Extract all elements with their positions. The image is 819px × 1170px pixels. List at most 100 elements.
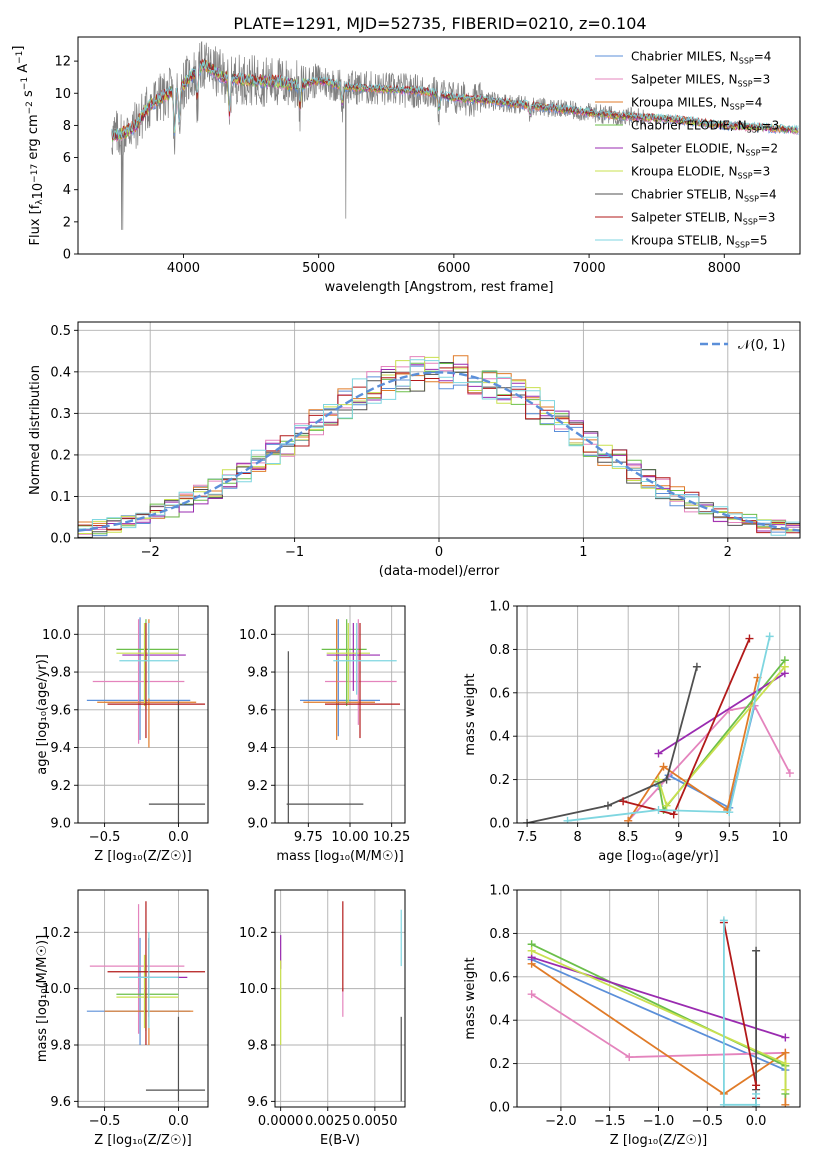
weight-marker-chabrier-stelib [523, 819, 532, 823]
x-tick-label: 0.0050 [352, 1114, 398, 1129]
x-tick-label: 10.00 [331, 830, 368, 845]
y-axis-label: Normed distribution [28, 365, 43, 495]
y-tick-label: 9.8 [50, 666, 71, 681]
panel-weight-vs-Z: −2.0 −1.5 −1.0 −0.5 0.0 0.0 0.2 0.4 0.6 0.8 1.0 Z [… [463, 884, 801, 1148]
y-tick-label: 0.4 [489, 1014, 510, 1029]
panel-age-vs-Z: −0.5 0.0 9.0 9.2 9.4 9.6 9.8 10.0 Z [log₁₀(Z/Z☉)… [35, 605, 209, 864]
x-tick-label: −1.0 [643, 1114, 675, 1129]
x-tick-label: 10 [772, 830, 789, 845]
weight-marker-kroupa-elodie [781, 1085, 790, 1094]
figure-title: PLATE=1291, MJD=52735, FIBERID=0210, z=0… [233, 14, 646, 33]
y-tick-label: 9.0 [50, 817, 71, 832]
axes-frame [516, 605, 801, 824]
x-tick-label: −0.5 [89, 830, 121, 845]
legend-label-gaussian: 𝒩(0, 1) [738, 338, 785, 353]
weight-marker-salpeter-elodie [781, 1033, 790, 1042]
weight-line-chabrier-stelib [526, 666, 698, 823]
y-axis-label: mass [log₁₀(M/M☉)] [35, 935, 50, 1062]
weight-marker-salpeter-stelib [752, 1081, 761, 1090]
x-axis-label: Z [log₁₀(Z/Z☉)] [610, 1133, 707, 1148]
x-tick-label: −0.5 [89, 1114, 121, 1129]
x-tick-label: 5000 [302, 261, 335, 276]
legend-label-kroupa-stelib: Kroupa STELIB, NSSP=5 [631, 234, 768, 250]
x-tick-label: 9.75 [294, 830, 323, 845]
x-tick-label: 7.5 [517, 830, 538, 845]
weight-line-kroupa-stelib [567, 636, 771, 822]
mass-vs-ebv-plot-area [275, 890, 405, 1107]
y-tick-label: 0.2 [50, 448, 71, 463]
y-tick-label: 0.1 [50, 490, 71, 505]
x-tick-label: −1.5 [594, 1114, 626, 1129]
weight-vs-age-plot-area [517, 606, 800, 823]
axes-frame [274, 889, 406, 1108]
axes-frame [77, 889, 209, 1108]
weight-line-chabrier-miles [531, 958, 786, 1071]
axes-frame [274, 605, 406, 824]
y-tick-label: 10.0 [42, 628, 71, 643]
x-tick-label: 8 [574, 830, 582, 845]
panel-residuals: −2 −1 0 1 2 0.0 0.1 0.2 0.3 0.4 0.5 (data-model)/er… [28, 321, 801, 579]
y-tick-label: 9.2 [50, 779, 71, 794]
x-axis-label: Z [log₁₀(Z/Z☉)] [94, 849, 191, 864]
y-tick-label: 0.4 [50, 365, 71, 380]
x-tick-label: 8000 [708, 261, 741, 276]
x-tick-label: −2 [141, 545, 160, 560]
x-axis-label: (data-model)/error [379, 564, 500, 579]
weight-marker-kroupa-miles [781, 1048, 790, 1057]
y-tick-label: 6 [63, 151, 71, 166]
legend-label-kroupa-elodie: Kroupa ELODIE, NSSP=3 [631, 165, 770, 181]
y-tick-label: 2 [63, 215, 71, 230]
x-tick-label: 7000 [573, 261, 606, 276]
mass-vs-Z-plot-area [78, 890, 208, 1107]
legend-label-chabrier-elodie: Chabrier ELODIE, NSSP=3 [631, 119, 779, 135]
weight-marker-salpeter-stelib [745, 634, 754, 643]
weight-line-salpeter-elodie [658, 672, 786, 755]
y-tick-label: 4 [63, 183, 71, 198]
x-axis-label: Z [log₁₀(Z/Z☉)] [94, 1133, 191, 1148]
age-vs-mass-plot-area [275, 606, 405, 823]
panel-age-vs-mass: 9.75 10.00 10.25 9.0 9.2 9.4 9.6 9.8 10.0 mass [l… [239, 605, 410, 864]
y-tick-label: 1.0 [489, 884, 510, 899]
axes-frame [77, 605, 209, 824]
weight-marker-kroupa-elodie [662, 801, 671, 810]
weight-vs-Z-plot-area [517, 890, 800, 1107]
histogram-kroupa-stelib [78, 359, 800, 538]
x-tick-label: 9 [675, 830, 683, 845]
weight-marker-kroupa-miles [781, 1100, 790, 1107]
weight-marker-kroupa-stelib [563, 816, 572, 823]
x-tick-label: 9.5 [719, 830, 740, 845]
legend-label-salpeter-elodie: Salpeter ELODIE, NSSP=2 [631, 142, 778, 158]
weight-marker-chabrier-stelib [662, 775, 671, 784]
y-tick-label: 12 [54, 55, 71, 70]
y-tick-label: 9.6 [247, 1095, 268, 1110]
x-tick-label: −1 [285, 545, 304, 560]
y-tick-label: 0.4 [489, 730, 510, 745]
y-tick-label: 9.4 [247, 741, 268, 756]
weight-marker-salpeter-miles [527, 990, 536, 999]
y-tick-label: 9.6 [50, 703, 71, 718]
legend-label-kroupa-miles: Kroupa MILES, NSSP=4 [631, 96, 762, 112]
y-tick-label: 0.8 [489, 643, 510, 658]
y-tick-label: 10.2 [239, 926, 268, 941]
x-axis-label: wavelength [Angstrom, rest frame] [325, 280, 554, 295]
axes-frame [77, 36, 801, 255]
y-tick-label: 9.4 [50, 741, 71, 756]
x-tick-label: 8.5 [618, 830, 639, 845]
weight-marker-salpeter-stelib [619, 797, 628, 806]
x-tick-label: −0.5 [692, 1114, 724, 1129]
y-tick-label: 1.0 [489, 600, 510, 615]
y-tick-label: 0.8 [489, 927, 510, 942]
x-axis-label: mass [log₁₀(M/M☉)] [276, 849, 403, 864]
weight-line-salpeter-stelib [723, 922, 757, 1099]
y-tick-label: 9.0 [247, 817, 268, 832]
y-tick-label: 0.0 [50, 532, 71, 547]
weight-marker-chabrier-stelib [752, 1059, 761, 1068]
y-tick-label: 0.0 [489, 817, 510, 832]
x-axis-label: age [log₁₀(age/yr)] [598, 849, 719, 864]
legend-label-salpeter-stelib: Salpeter STELIB, NSSP=3 [631, 211, 775, 227]
model-line-salpeter-stelib [111, 58, 799, 140]
weight-marker-kroupa-stelib [719, 1100, 728, 1107]
x-tick-label: 0.0 [168, 830, 189, 845]
y-tick-label: 10.0 [239, 982, 268, 997]
